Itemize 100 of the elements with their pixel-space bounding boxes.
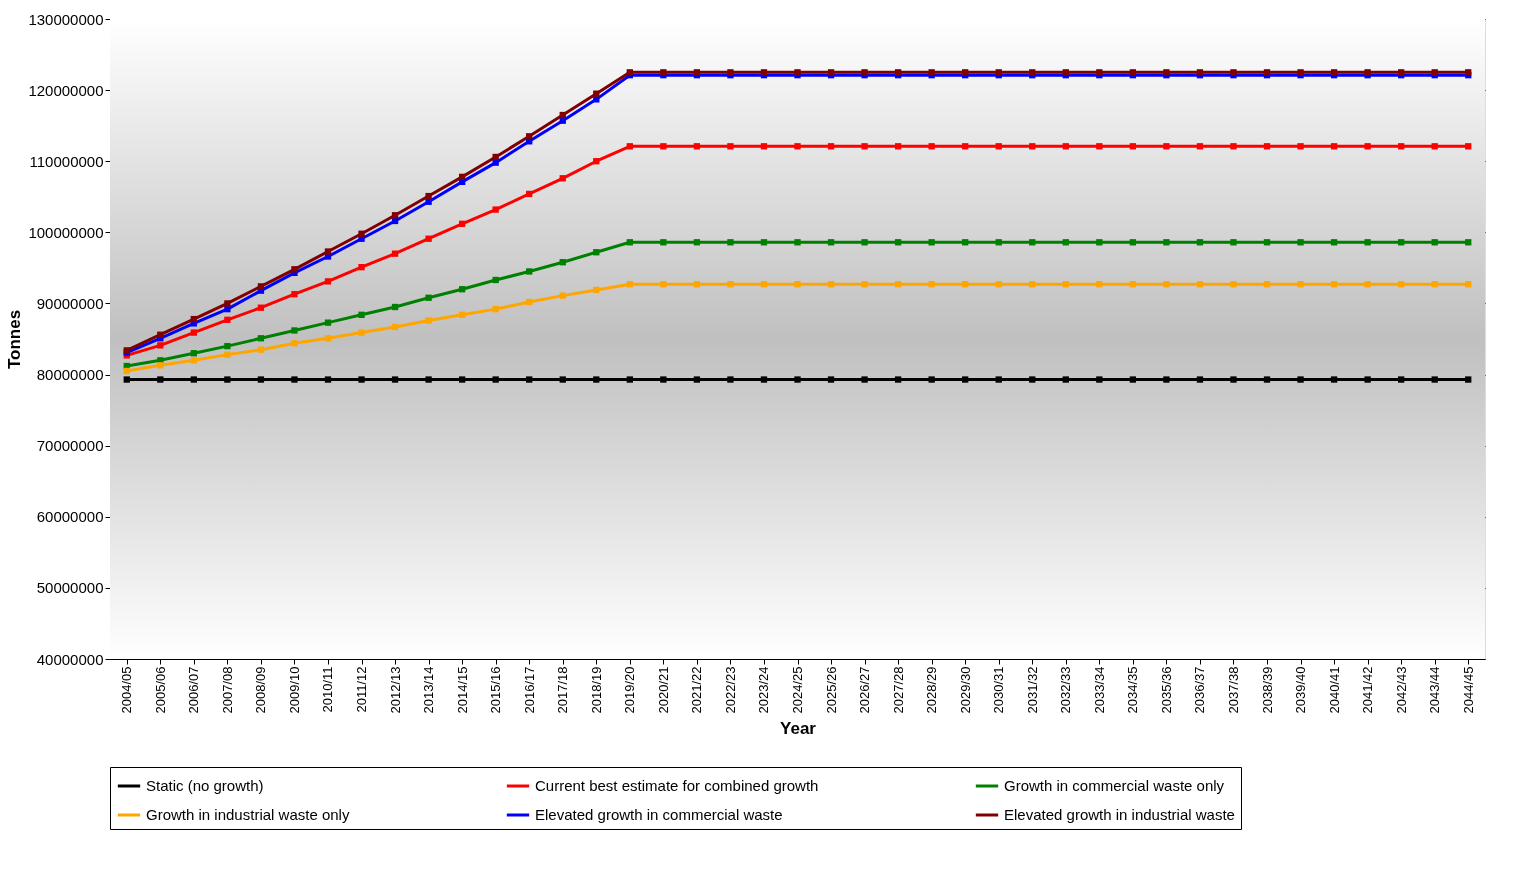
x-tick-label: 2025/26 — [823, 666, 839, 714]
point — [425, 235, 432, 242]
x-tick-label: 2030/31 — [991, 666, 1007, 714]
point — [1431, 239, 1438, 246]
point — [962, 143, 969, 150]
x-tick-label: 2028/29 — [924, 666, 940, 714]
x-tick-label: 2014/15 — [454, 666, 470, 714]
point — [324, 335, 332, 342]
point — [1431, 143, 1438, 150]
point — [693, 239, 701, 246]
point — [1465, 239, 1472, 246]
x-tick-label: 2040/41 — [1326, 666, 1342, 714]
point — [1196, 376, 1204, 383]
point — [391, 212, 399, 219]
point — [559, 259, 566, 266]
point — [1196, 239, 1204, 246]
point — [492, 305, 499, 313]
x-tick-label: 2007/08 — [219, 666, 235, 714]
point — [626, 376, 633, 383]
point — [660, 143, 667, 150]
point — [794, 281, 801, 288]
legend-label: Elevated growth in industrial waste — [1004, 806, 1235, 823]
point — [593, 376, 600, 383]
legend-label: Elevated growth in commercial waste — [535, 806, 783, 823]
point — [1364, 281, 1371, 288]
x-tick-label: 2004/05 — [119, 666, 135, 714]
x-tick-label: 2026/27 — [857, 666, 873, 714]
x-tick-label: 2029/30 — [957, 666, 973, 714]
point — [257, 304, 265, 311]
point — [190, 350, 197, 357]
x-tick-label: 2015/16 — [488, 666, 504, 714]
point — [257, 283, 265, 290]
point — [861, 376, 868, 383]
point — [123, 367, 130, 375]
point — [1297, 239, 1304, 246]
point — [324, 278, 332, 285]
point — [291, 376, 298, 383]
point — [324, 376, 332, 383]
point — [559, 117, 566, 124]
point — [1163, 143, 1170, 150]
point — [1163, 376, 1170, 383]
point — [1364, 143, 1371, 150]
point — [1096, 239, 1103, 246]
point — [391, 250, 399, 257]
point — [995, 281, 1002, 288]
point — [593, 286, 600, 294]
x-tick-label: 2022/23 — [722, 666, 738, 714]
point — [190, 329, 197, 336]
point — [458, 173, 466, 181]
point — [626, 239, 633, 246]
point — [291, 327, 298, 334]
point — [458, 220, 466, 227]
point — [1062, 376, 1069, 383]
point — [1398, 239, 1405, 246]
point — [324, 248, 332, 255]
point — [995, 143, 1002, 150]
point — [190, 357, 197, 364]
point — [727, 239, 734, 246]
x-tick-label: 2008/09 — [253, 666, 269, 714]
legend-label: Growth in commercial waste only — [1004, 777, 1225, 794]
point — [928, 281, 935, 288]
point — [1263, 376, 1271, 383]
point — [526, 298, 533, 306]
point — [894, 376, 902, 383]
point — [458, 376, 466, 383]
point — [1062, 239, 1069, 246]
x-tick-label: 2041/42 — [1360, 666, 1376, 714]
x-tick-label: 2042/43 — [1393, 666, 1409, 714]
point — [861, 143, 868, 150]
point — [358, 376, 365, 383]
x-tick-label: 2034/35 — [1125, 666, 1141, 714]
point — [358, 230, 365, 237]
point — [1431, 376, 1438, 383]
point — [1330, 376, 1338, 383]
point — [1029, 143, 1036, 150]
x-tick-label: 2044/45 — [1460, 666, 1476, 714]
point — [693, 376, 701, 383]
x-tick-label: 2013/14 — [421, 666, 437, 714]
point — [358, 329, 365, 336]
point — [693, 143, 701, 150]
x-tick-label: 2010/11 — [320, 666, 336, 713]
point — [425, 192, 432, 200]
point — [760, 281, 768, 288]
point — [928, 239, 935, 246]
point — [660, 376, 667, 383]
point — [257, 376, 265, 383]
x-tick-label: 2031/32 — [1024, 666, 1040, 714]
point — [593, 249, 600, 256]
point — [794, 239, 801, 246]
point — [224, 376, 231, 383]
point — [1398, 143, 1405, 150]
point — [157, 342, 164, 349]
point — [593, 158, 600, 165]
point — [1096, 376, 1103, 383]
point — [257, 335, 265, 342]
point — [827, 239, 835, 246]
point — [794, 376, 801, 383]
point — [1096, 281, 1103, 288]
y-tick-label: 50000000 — [36, 579, 104, 597]
point — [1129, 281, 1137, 288]
